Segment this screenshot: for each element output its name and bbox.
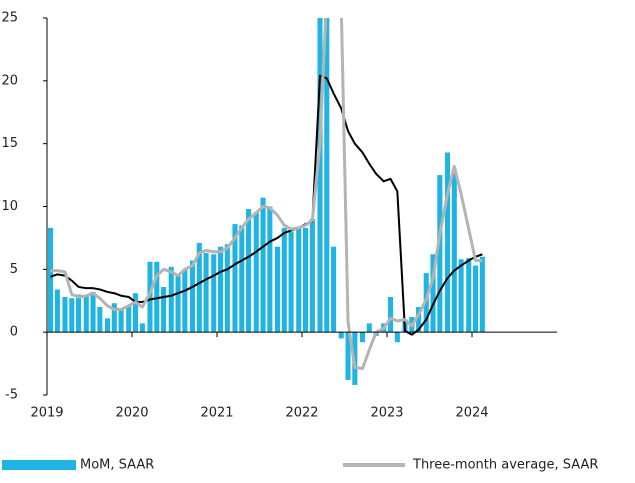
bar xyxy=(232,224,238,333)
bar xyxy=(90,291,96,333)
bar xyxy=(246,209,252,333)
bar xyxy=(224,244,230,333)
bar xyxy=(274,246,281,333)
line xyxy=(50,18,483,371)
legend-swatch xyxy=(2,460,76,470)
y-tick-label: 10 xyxy=(1,199,18,214)
y-tick-label: 5 xyxy=(10,262,18,277)
y-tick-label: 15 xyxy=(1,136,18,151)
bar xyxy=(331,246,337,333)
bar xyxy=(260,197,266,333)
bar xyxy=(466,258,472,333)
bar xyxy=(451,170,457,333)
bar xyxy=(288,231,294,333)
bar xyxy=(154,261,160,333)
y-tick-label: 20 xyxy=(1,73,18,88)
bar xyxy=(62,296,68,333)
bar xyxy=(126,305,132,333)
bar xyxy=(366,323,372,333)
bar xyxy=(211,254,217,333)
bar xyxy=(253,212,259,333)
bar xyxy=(416,307,422,333)
bar xyxy=(430,254,436,333)
bar xyxy=(437,175,443,333)
legend-label: MoM, SAAR xyxy=(80,458,154,473)
bar xyxy=(359,332,366,343)
bar xyxy=(218,246,224,333)
bar xyxy=(168,266,174,333)
bar xyxy=(345,332,351,380)
bar xyxy=(48,227,54,333)
bar xyxy=(118,308,124,333)
bar xyxy=(83,294,89,333)
bar xyxy=(324,18,330,333)
bar xyxy=(139,323,145,333)
x-tick-label: 2021 xyxy=(200,406,233,421)
bar xyxy=(309,219,315,333)
x-tick-label: 2024 xyxy=(455,406,488,421)
bar xyxy=(175,274,181,333)
x-tick-label: 2020 xyxy=(115,406,148,421)
plot-area xyxy=(48,18,485,385)
bar xyxy=(479,256,485,333)
y-tick-label: 0 xyxy=(10,325,18,340)
bar xyxy=(189,260,196,333)
x-tick-label: 2023 xyxy=(370,406,403,421)
bar xyxy=(281,227,287,333)
bar xyxy=(97,307,103,333)
x-tick-label: 2022 xyxy=(285,406,318,421)
bar xyxy=(196,242,202,333)
bar xyxy=(303,227,309,333)
line xyxy=(50,74,483,336)
bar xyxy=(394,332,400,343)
bar xyxy=(69,298,75,333)
bar xyxy=(182,269,188,333)
bar xyxy=(161,286,167,333)
bar xyxy=(267,206,273,333)
bar xyxy=(388,296,394,333)
y-tick-label: 25 xyxy=(1,11,18,26)
x-tick-label: 2019 xyxy=(30,406,63,421)
bar xyxy=(54,289,60,333)
bar xyxy=(444,152,451,333)
bar xyxy=(133,293,139,333)
bar xyxy=(296,226,302,333)
bar xyxy=(473,265,479,333)
y-tick-label: -5 xyxy=(5,388,18,403)
bar xyxy=(317,18,323,333)
bar xyxy=(239,225,245,333)
bar xyxy=(104,318,111,333)
bar xyxy=(147,261,153,333)
bar xyxy=(76,294,82,333)
bar xyxy=(458,259,464,333)
bar xyxy=(111,303,117,333)
bar xyxy=(338,332,344,339)
legend-label: Three-month average, SAAR xyxy=(412,458,598,473)
bar xyxy=(203,252,209,333)
